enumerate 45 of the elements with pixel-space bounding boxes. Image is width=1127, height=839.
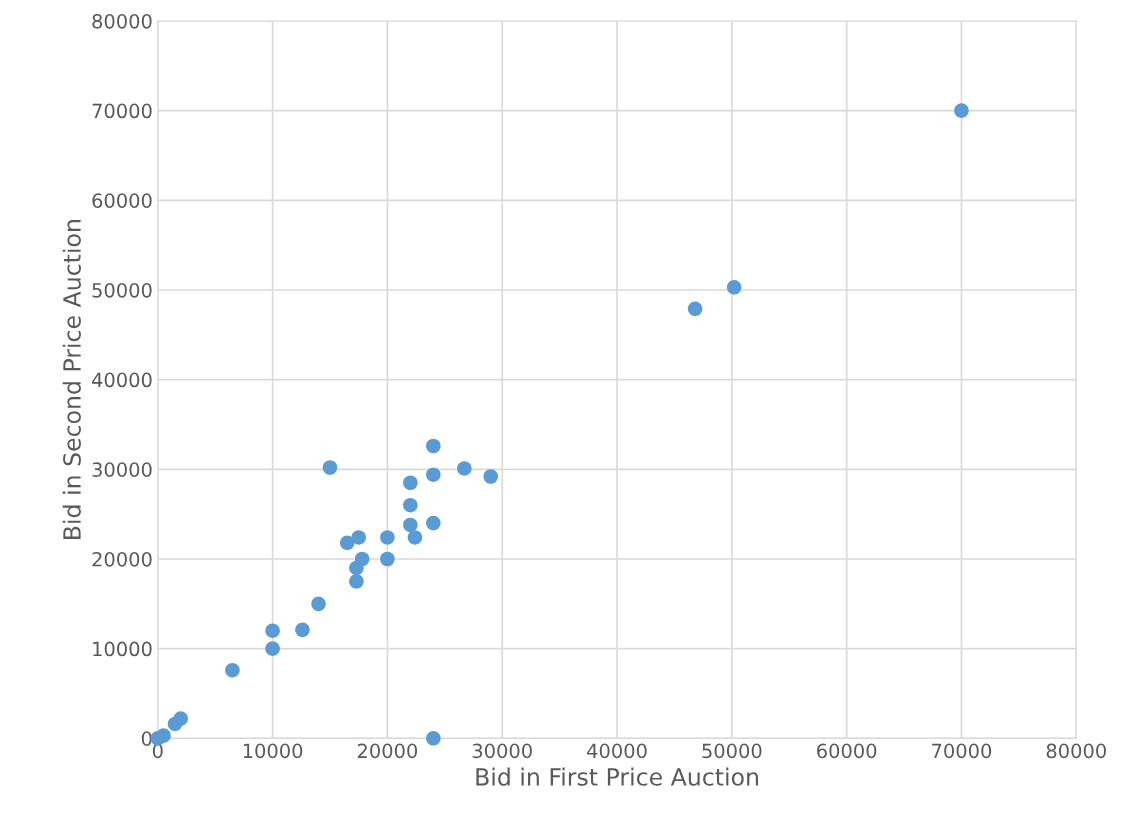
- x-tick-label: 70000: [932, 743, 992, 759]
- y-axis-title: Bid in Second Price Auction: [62, 220, 81, 539]
- x-tick-label: 50000: [702, 743, 762, 759]
- x-tick-label: 20000: [357, 743, 418, 759]
- point: [954, 103, 969, 118]
- point: [265, 623, 280, 638]
- point: [339, 535, 355, 551]
- x-tick-label: 30000: [472, 743, 532, 759]
- y-tick-label: 60000: [92, 193, 152, 208]
- y-tick-label: 50000: [92, 282, 152, 298]
- x-tick-label: 10000: [243, 743, 303, 759]
- point: [726, 280, 742, 295]
- point: [426, 467, 441, 482]
- point: [311, 596, 326, 612]
- y-tick-label: 70000: [92, 103, 152, 119]
- point: [354, 551, 370, 567]
- point: [403, 475, 418, 491]
- point: [403, 517, 418, 533]
- point: [483, 469, 499, 484]
- point: [687, 301, 703, 317]
- point: [407, 530, 423, 545]
- point: [322, 460, 338, 475]
- x-tick-label: 60000: [817, 743, 877, 759]
- y-tick-label: 40000: [92, 372, 152, 388]
- point: [426, 438, 441, 454]
- point: [173, 711, 189, 726]
- point: [380, 551, 395, 567]
- point: [351, 530, 366, 545]
- point: [156, 728, 171, 743]
- point: [426, 731, 441, 746]
- y-tick-label: 30000: [92, 462, 152, 477]
- point: [457, 461, 472, 476]
- y-tick-label: 10000: [93, 641, 152, 657]
- point: [225, 662, 240, 678]
- point: [265, 641, 280, 656]
- point: [403, 497, 418, 513]
- x-tick-label: 40000: [587, 743, 647, 759]
- point: [295, 622, 310, 638]
- point: [380, 530, 395, 545]
- x-tick-label: 80000: [1046, 743, 1106, 759]
- x-axis-title: Bid in First Price Auction: [476, 767, 758, 786]
- y-tick-label: 80000: [92, 13, 152, 29]
- point: [426, 515, 441, 531]
- point: [349, 574, 364, 589]
- y-tick-label: 20000: [92, 551, 152, 567]
